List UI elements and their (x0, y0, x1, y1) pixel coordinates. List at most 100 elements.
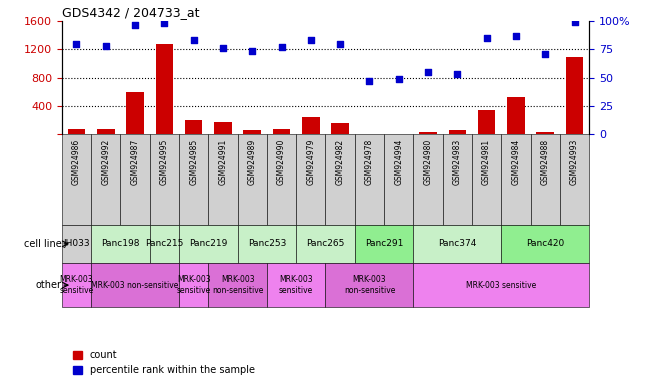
Text: GSM924985: GSM924985 (189, 139, 198, 185)
Point (188, 37, 199, 43)
FancyBboxPatch shape (120, 134, 150, 225)
Text: Panc215: Panc215 (145, 239, 184, 248)
Text: GSM924987: GSM924987 (131, 139, 139, 185)
Point (100, 43, 111, 49)
FancyBboxPatch shape (413, 134, 443, 225)
FancyBboxPatch shape (267, 263, 326, 307)
Bar (273, 129, 290, 134)
FancyBboxPatch shape (296, 225, 355, 263)
Text: Panc219: Panc219 (189, 239, 227, 248)
FancyBboxPatch shape (150, 134, 179, 225)
Text: JH033: JH033 (63, 239, 90, 248)
Text: GSM924992: GSM924992 (102, 139, 110, 185)
Bar (566, 57, 583, 134)
Point (364, 78, 374, 84)
Text: MRK-003
non-sensitive: MRK-003 non-sensitive (212, 275, 263, 295)
Point (540, 51, 550, 57)
FancyBboxPatch shape (238, 134, 267, 225)
FancyBboxPatch shape (238, 225, 296, 263)
Bar (331, 123, 349, 134)
Point (247, 48, 257, 54)
FancyBboxPatch shape (179, 263, 208, 307)
Bar (214, 122, 232, 134)
Text: GSM924979: GSM924979 (307, 139, 315, 185)
FancyBboxPatch shape (355, 134, 384, 225)
FancyBboxPatch shape (208, 134, 238, 225)
Text: GSM924991: GSM924991 (219, 139, 227, 185)
FancyBboxPatch shape (384, 134, 413, 225)
Text: other: other (35, 280, 61, 290)
Point (569, 19, 579, 25)
Bar (97, 129, 115, 134)
FancyBboxPatch shape (443, 134, 472, 225)
Point (423, 69, 434, 75)
FancyBboxPatch shape (62, 263, 91, 307)
FancyBboxPatch shape (179, 134, 208, 225)
FancyBboxPatch shape (296, 134, 326, 225)
FancyBboxPatch shape (150, 225, 179, 263)
FancyBboxPatch shape (267, 134, 296, 225)
FancyBboxPatch shape (531, 134, 560, 225)
Point (276, 44, 286, 50)
Point (130, 22, 140, 28)
Text: GSM924981: GSM924981 (482, 139, 491, 185)
FancyBboxPatch shape (62, 134, 91, 225)
FancyBboxPatch shape (501, 225, 589, 263)
Point (393, 76, 404, 82)
Text: GSM924980: GSM924980 (424, 139, 432, 185)
Text: Panc291: Panc291 (365, 239, 403, 248)
Text: cell line: cell line (23, 239, 61, 249)
FancyBboxPatch shape (472, 134, 501, 225)
Text: Panc420: Panc420 (526, 239, 564, 248)
Bar (243, 130, 261, 134)
Text: MRK-003
sensitive: MRK-003 sensitive (279, 275, 313, 295)
Legend: count, percentile rank within the sample: count, percentile rank within the sample (73, 351, 255, 375)
Bar (478, 109, 495, 134)
Bar (507, 97, 525, 134)
Point (335, 41, 345, 47)
Bar (126, 92, 144, 134)
Point (305, 37, 316, 43)
Text: MRK-003 sensitive: MRK-003 sensitive (466, 281, 536, 290)
Text: Panc253: Panc253 (248, 239, 286, 248)
Text: Panc198: Panc198 (101, 239, 140, 248)
Point (71, 41, 82, 47)
FancyBboxPatch shape (91, 134, 120, 225)
Text: GSM924995: GSM924995 (160, 139, 169, 185)
Bar (68, 129, 85, 134)
Bar (185, 120, 202, 134)
Bar (156, 45, 173, 134)
Text: GSM924993: GSM924993 (570, 139, 579, 185)
FancyBboxPatch shape (91, 263, 179, 307)
Bar (536, 132, 554, 134)
FancyBboxPatch shape (326, 263, 413, 307)
FancyBboxPatch shape (208, 263, 267, 307)
Text: GDS4342 / 204733_at: GDS4342 / 204733_at (62, 6, 199, 19)
Text: Panc265: Panc265 (307, 239, 344, 248)
Text: GSM924990: GSM924990 (277, 139, 286, 185)
Text: GSM924988: GSM924988 (541, 139, 549, 185)
FancyBboxPatch shape (91, 225, 150, 263)
FancyBboxPatch shape (413, 225, 501, 263)
Text: GSM924982: GSM924982 (336, 139, 344, 185)
Text: GSM924989: GSM924989 (248, 139, 256, 185)
Text: GSM924983: GSM924983 (453, 139, 462, 185)
FancyBboxPatch shape (62, 225, 91, 263)
Text: GSM924978: GSM924978 (365, 139, 374, 185)
Text: MRK-003 non-sensitive: MRK-003 non-sensitive (91, 281, 179, 290)
Bar (302, 117, 320, 134)
FancyBboxPatch shape (179, 225, 238, 263)
Text: GSM924986: GSM924986 (72, 139, 81, 185)
Text: MRK-003
non-sensitive: MRK-003 non-sensitive (344, 275, 395, 295)
Text: Panc374: Panc374 (438, 239, 477, 248)
FancyBboxPatch shape (326, 134, 355, 225)
FancyBboxPatch shape (413, 263, 589, 307)
Point (452, 71, 462, 78)
Point (481, 35, 492, 41)
Point (159, 20, 169, 26)
Text: GSM924984: GSM924984 (512, 139, 520, 185)
FancyBboxPatch shape (355, 225, 413, 263)
Point (510, 33, 521, 39)
Text: MRK-003
sensitive: MRK-003 sensitive (176, 275, 211, 295)
FancyBboxPatch shape (501, 134, 531, 225)
